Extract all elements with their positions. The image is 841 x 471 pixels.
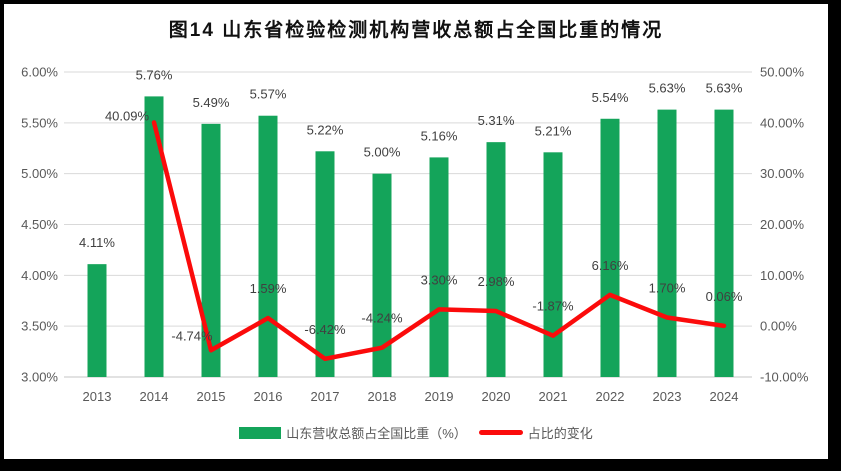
x-axis-year-label: 2015 [197, 389, 226, 404]
bar [372, 173, 392, 377]
y-axis-right-tick-label: 10.00% [760, 268, 805, 283]
y-axis-right-tick-label: 0.00% [760, 319, 797, 334]
bar-value-label: 5.49% [193, 95, 230, 110]
y-axis-right-tick-label: 40.00% [760, 115, 805, 130]
line-value-label: 1.59% [250, 281, 287, 296]
line-value-label: 0.06% [706, 289, 743, 304]
legend-item-line: 占比的变化 [478, 423, 593, 442]
chart-title: 图14 山东省检验检测机构营收总额占全国比重的情况 [168, 20, 664, 41]
x-axis-year-label: 2022 [596, 389, 625, 404]
legend: 山东营收总额占全国比重（%） 占比的变化 [4, 423, 828, 442]
bar [258, 115, 278, 377]
bar [87, 264, 107, 377]
bar [486, 142, 506, 377]
bar-value-label: 5.21% [535, 123, 572, 138]
line-value-label: -4.24% [361, 311, 403, 326]
bar [144, 96, 164, 378]
bar [543, 152, 563, 377]
x-axis-year-label: 2019 [425, 389, 454, 404]
bar-value-label: 5.31% [478, 113, 515, 128]
y-axis-right-tick-label: 30.00% [760, 166, 805, 181]
bar-value-label: 5.00% [364, 145, 401, 160]
bar-value-label: 5.54% [592, 90, 629, 105]
line-value-label: -6.42% [304, 322, 346, 337]
y-axis-right-tick-label: 50.00% [760, 65, 805, 80]
bar-value-label: 5.63% [706, 81, 743, 96]
x-axis-year-label: 2017 [311, 389, 340, 404]
y-axis-left-tick-label: 3.50% [21, 319, 58, 334]
bar-value-label: 5.76% [136, 67, 173, 82]
line-series-swatch-icon [478, 430, 523, 435]
legend-item-bar: 山东营收总额占全国比重（%） [239, 423, 467, 442]
trend-line [151, 120, 727, 362]
line-value-label: 6.16% [592, 258, 629, 273]
line-value-label: 40.09% [105, 108, 150, 123]
x-axis-year-label: 2016 [254, 389, 283, 404]
line-value-label: 2.98% [478, 274, 515, 289]
legend-bar-label: 山东营收总额占全国比重（%） [286, 426, 467, 441]
y-axis-left-tick-label: 4.50% [21, 217, 58, 232]
line-value-label: 3.30% [421, 272, 458, 287]
x-axis-year-label: 2013 [83, 389, 112, 404]
bar-value-label: 5.57% [250, 87, 287, 102]
x-axis-year-label: 2021 [539, 389, 568, 404]
bar [429, 157, 449, 377]
chart-background [4, 4, 828, 459]
x-axis-year-label: 2024 [710, 389, 739, 404]
bar-value-label: 5.22% [307, 122, 344, 137]
y-axis-left-tick-label: 4.00% [21, 268, 58, 283]
x-axis-year-label: 2023 [653, 389, 682, 404]
line-value-label: -1.87% [532, 299, 574, 314]
bar-value-label: 4.11% [79, 235, 115, 250]
bar [201, 123, 221, 377]
y-axis-right-tick-label: -10.00% [760, 370, 809, 385]
bar [600, 118, 620, 378]
x-axis-year-label: 2014 [140, 389, 169, 404]
bar [315, 151, 335, 377]
bar-value-label: 5.16% [421, 128, 458, 143]
x-axis-year-label: 2018 [368, 389, 397, 404]
line-value-label: 1.70% [649, 281, 686, 296]
legend-line-label: 占比的变化 [527, 426, 593, 441]
y-axis-right-tick-label: 20.00% [760, 217, 805, 232]
y-axis-left-tick-label: 5.00% [21, 166, 58, 181]
y-axis-left-tick-label: 3.00% [21, 370, 58, 385]
line-value-label: -4.74% [171, 328, 213, 343]
bar-value-label: 5.63% [649, 81, 686, 96]
y-axis-left-tick-label: 5.50% [21, 115, 58, 130]
bar [657, 109, 677, 377]
x-axis-year-label: 2020 [482, 389, 511, 404]
y-axis-left-tick-label: 6.00% [21, 65, 58, 80]
bar [714, 109, 734, 377]
bar-series-swatch-icon [239, 426, 282, 439]
